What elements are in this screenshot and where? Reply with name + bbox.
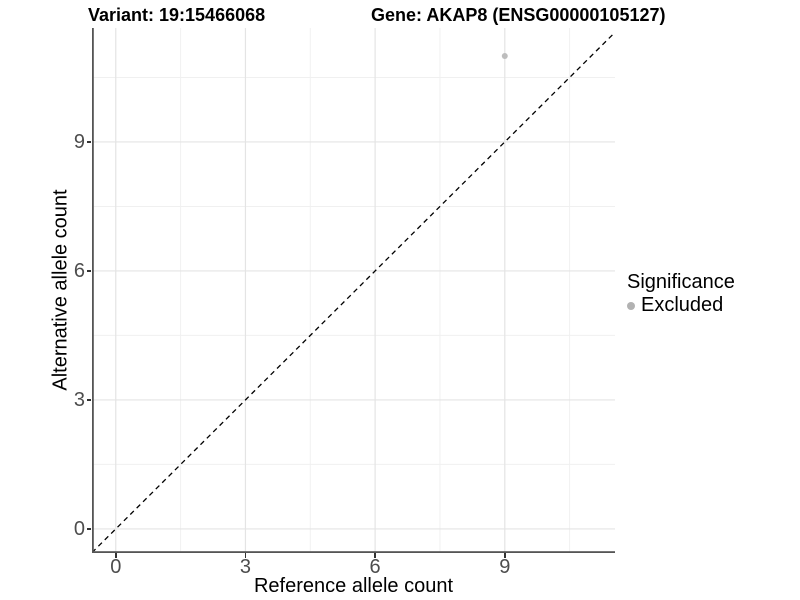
y-axis-label: Alternative allele count <box>49 189 72 391</box>
x-tick-mark <box>374 553 376 558</box>
plot-title-variant: Variant: 19:15466068 <box>88 5 266 25</box>
x-tick-label: 0 <box>110 556 122 578</box>
plot-panel <box>92 28 615 553</box>
x-tick-label: 9 <box>499 556 511 578</box>
x-tick-mark <box>244 553 247 558</box>
x-tick-mark <box>115 553 117 558</box>
legend-title: Significance <box>627 271 735 293</box>
x-tick-mark <box>504 553 506 558</box>
legend-item-label: Excluded <box>641 294 724 316</box>
y-tick-mark <box>86 528 91 530</box>
legend-point-icon <box>627 301 635 310</box>
x-tick-label: 6 <box>369 556 381 578</box>
legend-item-excluded: Excluded <box>627 294 735 317</box>
x-tick-label: 3 <box>239 556 251 578</box>
x-axis-label: Reference allele count <box>253 575 453 597</box>
y-tick-label: 6 <box>73 259 85 282</box>
y-tick-label: 0 <box>73 517 85 540</box>
y-tick-mark <box>86 399 91 401</box>
legend: Significance Excluded <box>627 271 735 317</box>
y-tick-label: 3 <box>73 388 85 411</box>
plot-title-gene: Gene: AKAP8 (ENSG00000105127) <box>371 5 666 25</box>
plot-canvas <box>92 28 615 553</box>
y-tick-label: 9 <box>73 130 85 153</box>
y-tick-mark <box>86 270 91 272</box>
y-tick-mark <box>86 141 91 143</box>
